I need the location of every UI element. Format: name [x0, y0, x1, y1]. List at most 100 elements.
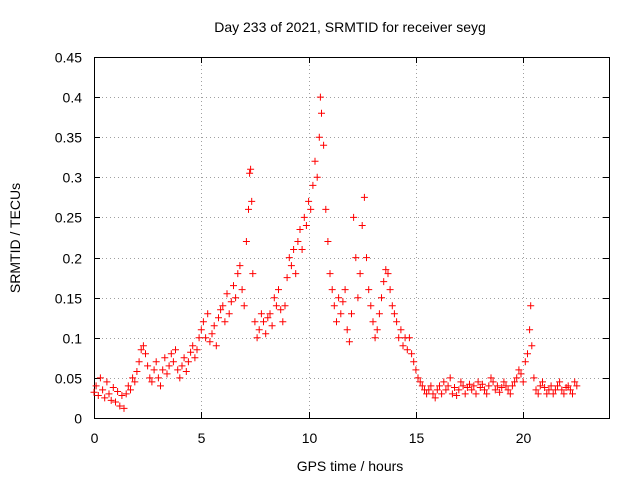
data-point [99, 386, 107, 394]
data-point [137, 346, 145, 354]
data-point [545, 386, 553, 394]
y-tick-label: 0.05 [55, 371, 82, 387]
data-point [296, 226, 304, 233]
data-point [264, 314, 272, 322]
data-point [564, 382, 572, 390]
y-tick-label: 0.15 [55, 291, 82, 307]
data-point [433, 386, 441, 394]
data-point [343, 326, 351, 334]
data-point [341, 286, 349, 294]
data-point [508, 382, 516, 390]
data-point [124, 382, 132, 390]
y-tick-label: 0.35 [55, 130, 82, 146]
data-point [253, 334, 261, 342]
data-point [262, 330, 270, 338]
y-tick-label: 0.3 [63, 170, 83, 186]
data-point [281, 302, 289, 310]
data-point [247, 165, 255, 173]
data-point [380, 278, 388, 286]
data-point [290, 246, 298, 253]
data-point [382, 266, 390, 274]
data-point [386, 286, 394, 294]
data-point [571, 378, 579, 386]
data-point [275, 286, 282, 294]
data-point [487, 374, 495, 382]
data-point [330, 302, 338, 310]
data-point [234, 270, 242, 278]
data-point [322, 205, 330, 213]
data-point [491, 386, 499, 394]
data-point [277, 306, 285, 314]
data-point [429, 390, 437, 398]
x-tick-label: 15 [409, 430, 425, 446]
data-point [416, 378, 424, 386]
data-point [109, 384, 117, 391]
data-point [302, 222, 310, 229]
data-point [483, 390, 491, 398]
data-point [418, 382, 426, 390]
data-point [423, 390, 431, 398]
y-tick-label: 0.4 [63, 90, 83, 106]
data-point [208, 330, 216, 338]
data-point [496, 388, 504, 396]
data-point [528, 342, 536, 350]
data-point [502, 382, 510, 390]
data-point [191, 354, 199, 362]
data-point [554, 382, 561, 390]
data-point [541, 384, 549, 391]
data-point [96, 374, 104, 382]
data-point [307, 205, 315, 213]
data-point [481, 386, 488, 394]
data-point [558, 386, 566, 394]
data-point [527, 302, 535, 310]
data-point [543, 390, 551, 398]
data-point [135, 358, 143, 366]
y-tick-label: 0.2 [63, 251, 83, 267]
x-tick-label: 10 [302, 430, 318, 446]
data-point [498, 384, 506, 391]
data-point [515, 366, 523, 374]
chart-title: Day 233 of 2021, SRMTID for receiver sey… [214, 19, 486, 35]
data-point [524, 350, 531, 358]
data-point [427, 382, 435, 390]
data-point [500, 378, 508, 386]
data-point [399, 342, 407, 350]
data-point [118, 392, 126, 399]
data-point [551, 386, 559, 394]
data-point [367, 302, 375, 310]
data-point [131, 378, 139, 386]
data-point [148, 378, 156, 386]
data-point [157, 382, 164, 390]
data-point [215, 314, 222, 322]
data-point [448, 390, 456, 398]
data-point [199, 318, 207, 326]
data-point [461, 390, 469, 398]
data-point [451, 384, 458, 391]
data-point [144, 362, 152, 370]
data-point [217, 306, 225, 314]
data-point [105, 390, 113, 398]
data-point [455, 386, 463, 394]
data-point [245, 205, 252, 213]
data-point [270, 294, 278, 302]
data-point [369, 318, 377, 326]
data-point [345, 338, 353, 346]
data-point [468, 386, 476, 394]
data-point [142, 350, 149, 358]
data-point [547, 382, 555, 390]
data-point [212, 342, 220, 350]
data-point [397, 326, 405, 334]
data-point [152, 358, 160, 366]
plot-frame [94, 57, 610, 419]
data-point [114, 388, 122, 395]
data-point [246, 169, 254, 177]
data-point [202, 334, 210, 342]
data-point [532, 386, 540, 394]
data-point [150, 366, 158, 374]
data-point [266, 310, 274, 318]
data-point [375, 310, 383, 318]
data-point [393, 318, 401, 326]
data-point [373, 326, 381, 334]
data-point [378, 294, 385, 302]
